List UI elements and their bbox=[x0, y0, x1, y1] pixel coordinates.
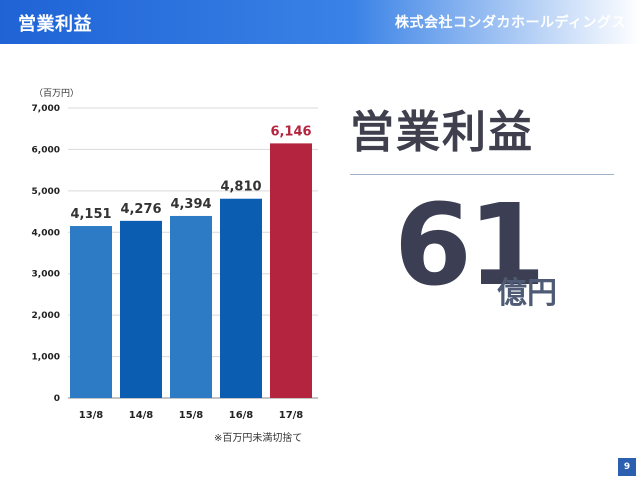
x-tick-label: 16/8 bbox=[229, 410, 254, 421]
y-tick-label: 2,000 bbox=[32, 311, 60, 321]
y-tick-label: 6,000 bbox=[32, 145, 60, 155]
y-tick-label: 0 bbox=[54, 394, 60, 404]
bar bbox=[70, 226, 112, 398]
company-logo: 株式会社コシダカホールディングス bbox=[394, 15, 626, 31]
y-tick-label: 5,000 bbox=[32, 187, 60, 197]
bar bbox=[270, 143, 312, 398]
bar bbox=[220, 198, 262, 398]
headline-divider bbox=[350, 174, 614, 175]
x-tick-label: 17/8 bbox=[279, 410, 304, 421]
y-tick-label: 1,000 bbox=[32, 353, 60, 363]
page-number: 9 bbox=[618, 458, 636, 476]
y-unit-label: （百万円） bbox=[34, 88, 79, 99]
y-tick-label: 7,000 bbox=[32, 104, 60, 114]
y-tick-label: 3,000 bbox=[32, 270, 60, 280]
headline-title: 営業利益 bbox=[350, 107, 534, 158]
footnote: ※百万円未満切捨て bbox=[214, 433, 303, 444]
bar bbox=[120, 220, 162, 398]
bar bbox=[170, 215, 212, 398]
bar-value-label: 6,146 bbox=[270, 124, 311, 139]
headline-unit: 億円 bbox=[497, 276, 557, 311]
header-bar: 営業利益 株式会社コシダカホールディングス bbox=[0, 0, 640, 44]
bar-value-label: 4,151 bbox=[70, 207, 111, 222]
bar-value-label: 4,394 bbox=[170, 197, 211, 212]
header-title: 営業利益 bbox=[18, 14, 92, 35]
bar-value-label: 4,276 bbox=[120, 202, 161, 217]
headline-value: 61 bbox=[394, 181, 546, 311]
y-tick-label: 4,000 bbox=[32, 228, 60, 238]
bar-value-label: 4,810 bbox=[220, 180, 261, 195]
x-tick-label: 14/8 bbox=[129, 410, 154, 421]
x-tick-label: 15/8 bbox=[179, 410, 204, 421]
x-tick-label: 13/8 bbox=[79, 410, 104, 421]
